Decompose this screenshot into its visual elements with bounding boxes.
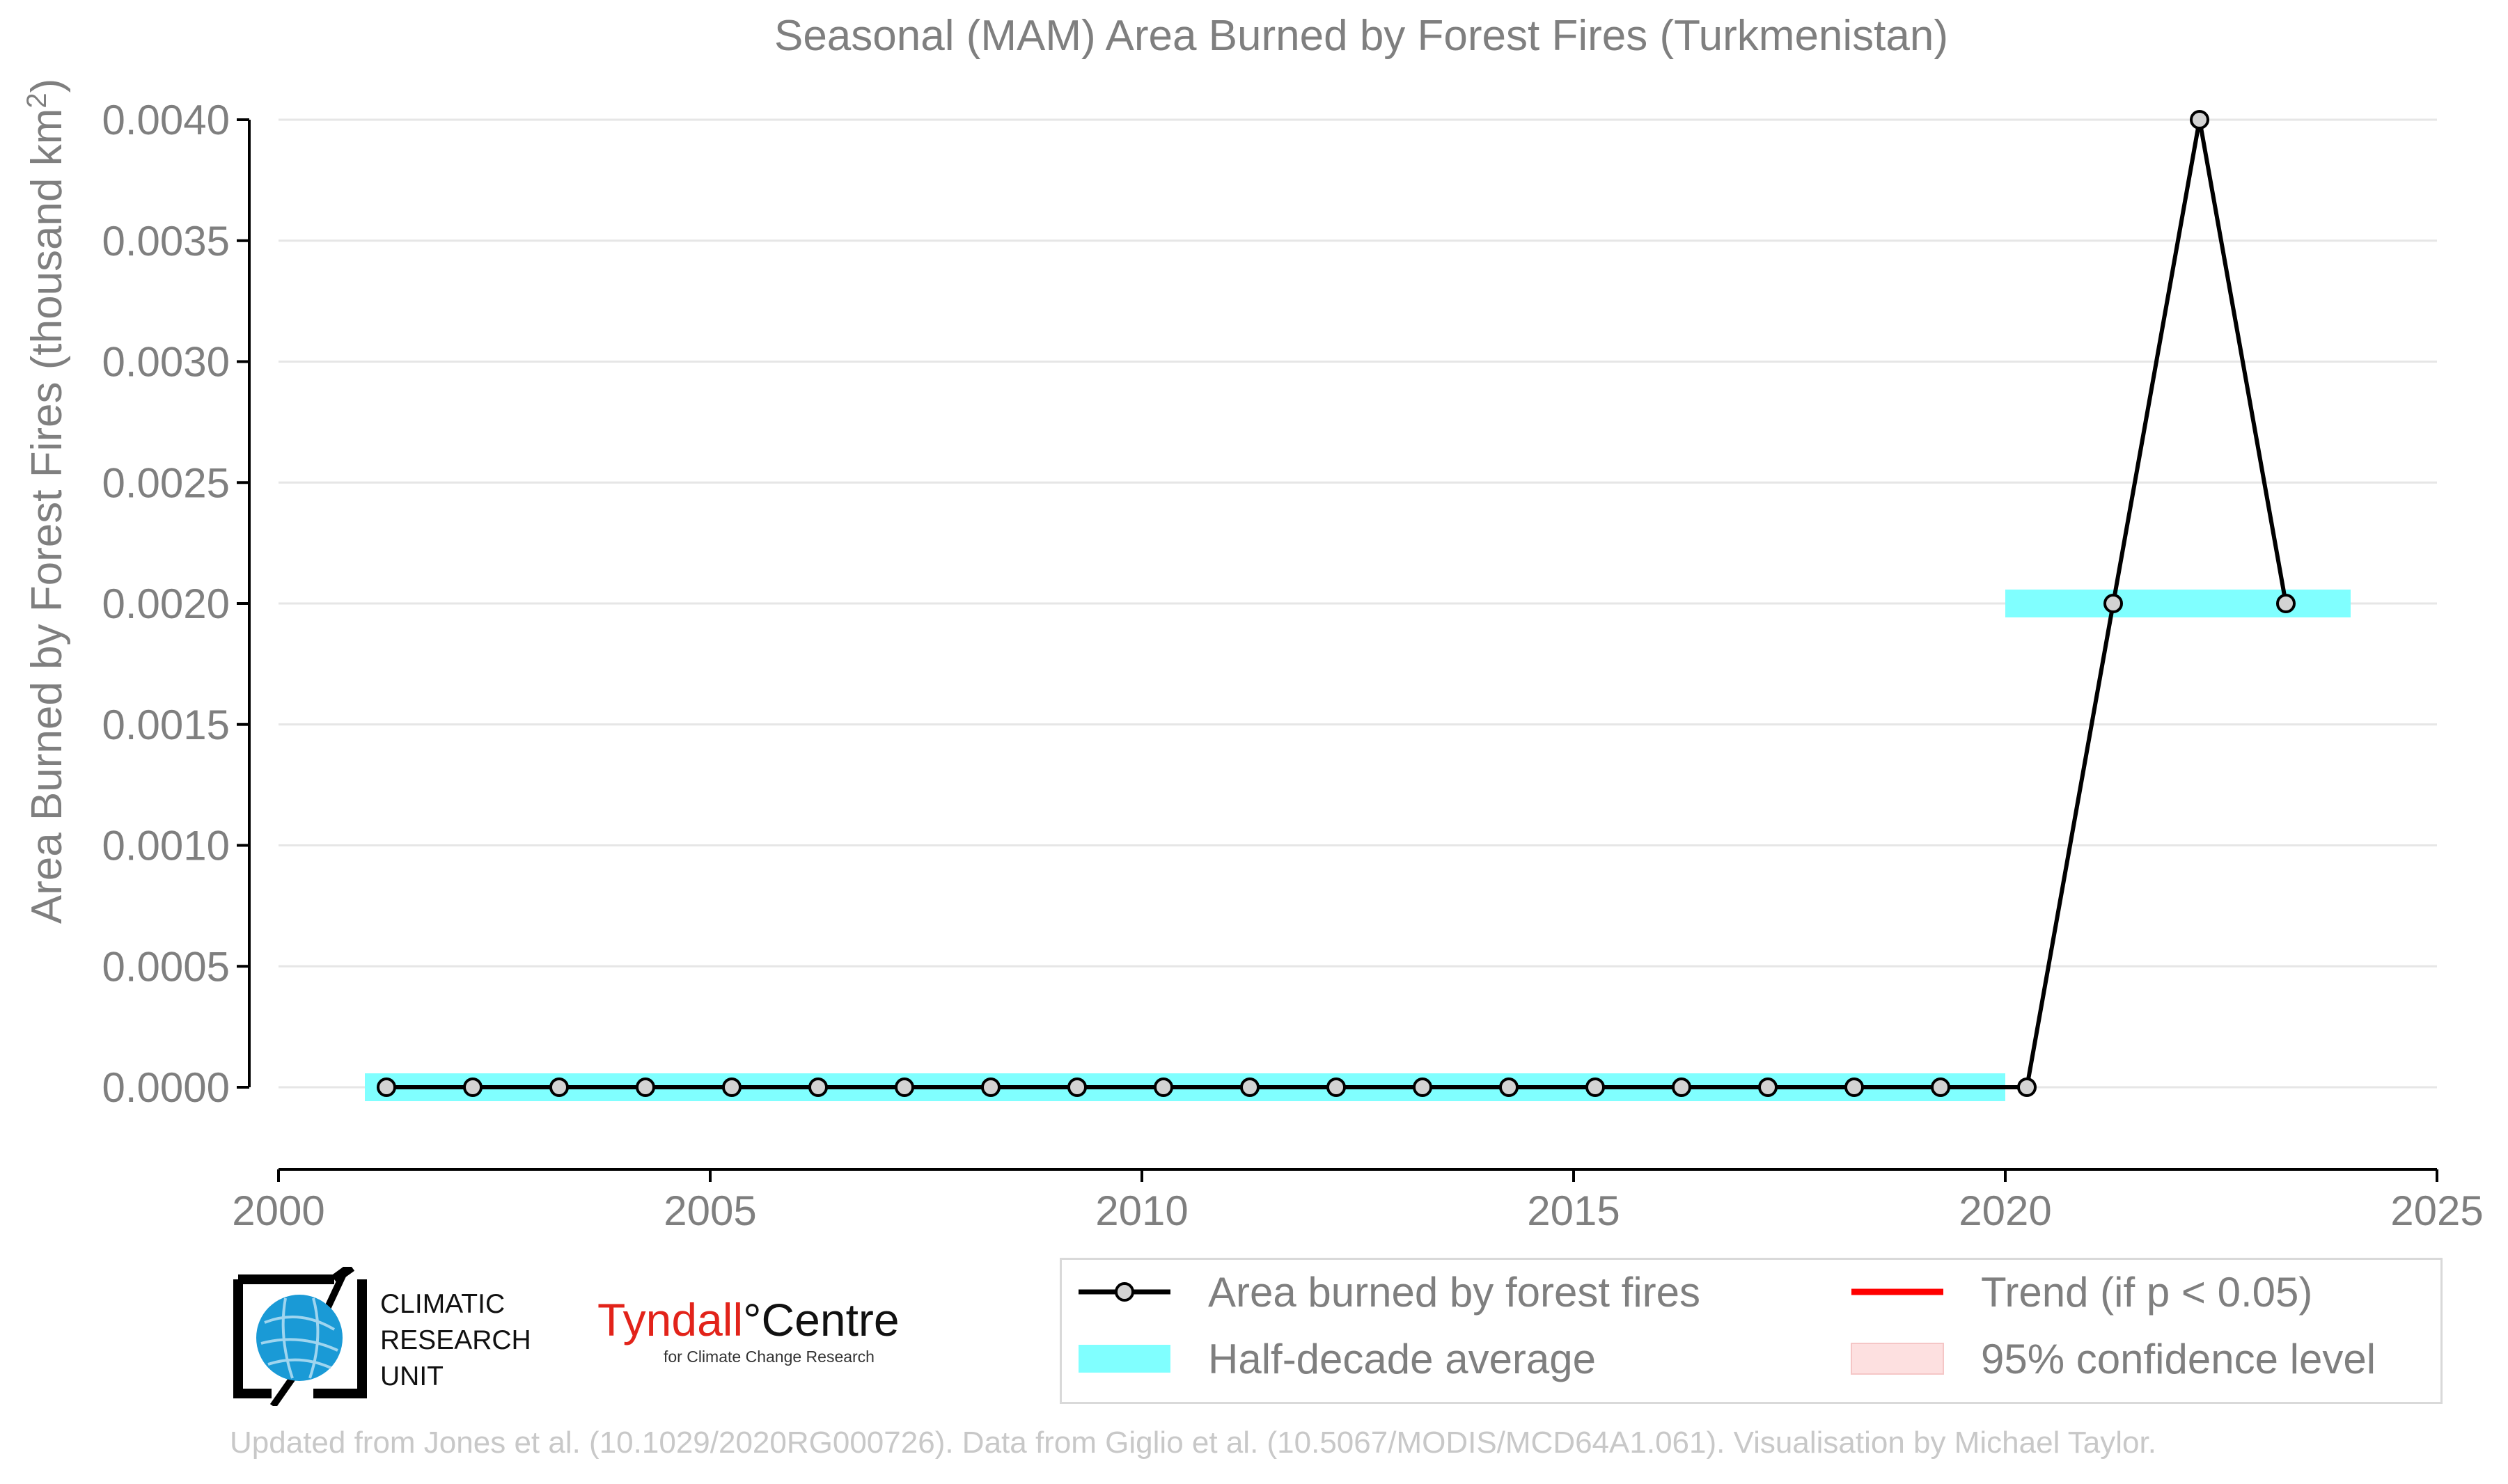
- data-point: [1499, 1078, 1519, 1097]
- data-point: [549, 1078, 569, 1097]
- data-point: [377, 1078, 396, 1097]
- data-point: [1585, 1078, 1605, 1097]
- y-axis-label-sup: 2: [22, 93, 52, 108]
- legend-item-area-burned: Area burned by forest fires: [1076, 1264, 1700, 1320]
- x-tick-label: 2015: [1527, 1187, 1620, 1234]
- half-decade-average-band: [2005, 590, 2351, 617]
- y-tick-label: 0.0015: [102, 702, 230, 748]
- y-axis-label-end: ): [23, 79, 71, 93]
- cru-logo: CLIMATIC RESEARCH UNIT: [230, 1267, 557, 1406]
- data-point: [1154, 1078, 1173, 1097]
- y-tick-label: 0.0010: [102, 823, 230, 869]
- data-point: [636, 1078, 655, 1097]
- y-axis-label-text: Area Burned by Forest Fires (thousand km: [23, 109, 71, 924]
- legend-key-band-pink: [1851, 1343, 1944, 1375]
- tyndall-logo: Tyndall°Centre for Climate Change Resear…: [597, 1293, 900, 1377]
- x-tick-label: 2010: [1095, 1187, 1188, 1234]
- data-point: [1931, 1078, 1950, 1097]
- y-tick-label: 0.0000: [102, 1064, 230, 1111]
- y-tick-label: 0.0025: [102, 459, 230, 506]
- svg-text:Area Burned by Forest Fires (t: Area Burned by Forest Fires (thousand km…: [22, 79, 71, 924]
- data-point: [2276, 594, 2296, 613]
- tyndall-logo-title: Tyndall°Centre: [597, 1293, 900, 1346]
- data-point: [1240, 1078, 1260, 1097]
- tyndall-logo-centre: °Centre: [743, 1294, 900, 1345]
- legend-label-trend: Trend (if p < 0.05): [1981, 1268, 2313, 1316]
- chart-title: Seasonal (MAM) Area Burned by Forest Fir…: [774, 12, 1948, 60]
- x-tick-label: 2020: [1959, 1187, 2051, 1234]
- globe-icon: [233, 1267, 367, 1406]
- data-point: [808, 1078, 828, 1097]
- grid: [279, 118, 2437, 1089]
- data-point: [1672, 1078, 1691, 1097]
- data-point: [722, 1078, 742, 1097]
- tyndall-logo-word: Tyndall: [597, 1294, 744, 1345]
- data-point: [1758, 1078, 1778, 1097]
- source-caption: Updated from Jones et al. (10.1029/2020R…: [230, 1426, 2156, 1460]
- legend: Area burned by forest fires Trend (if p …: [1060, 1258, 2443, 1404]
- legend-label-confidence: 95% confidence level: [1981, 1335, 2376, 1382]
- legend-item-half-decade: Half-decade average: [1076, 1331, 1596, 1387]
- cru-logo-text: CLIMATIC RESEARCH UNIT: [380, 1289, 531, 1391]
- data-point: [1326, 1078, 1346, 1097]
- tyndall-logo-subtitle: for Climate Change Research: [664, 1348, 875, 1366]
- y-axis-label: Area Burned by Forest Fires (thousand km…: [22, 79, 71, 924]
- y-tick-label: 0.0005: [102, 943, 230, 990]
- data-point: [981, 1078, 1001, 1097]
- y-tick-label: 0.0035: [102, 218, 230, 265]
- x-tick-label: 2005: [664, 1187, 756, 1234]
- series-area-burned: [377, 110, 2296, 1097]
- legend-key-trend-line: [1851, 1288, 1943, 1295]
- data-point: [895, 1078, 914, 1097]
- tick-labels: 0.0000 0.0005 0.0010 0.0015 0.0020 0.0025 0.00…: [102, 97, 2483, 1234]
- data-point: [1413, 1078, 1432, 1097]
- legend-label-half-decade: Half-decade average: [1208, 1335, 1597, 1382]
- legend-item-trend: Trend (if p < 0.05): [1849, 1264, 2312, 1320]
- x-tick-label: 2025: [2390, 1187, 2483, 1234]
- data-point: [2017, 1078, 2037, 1097]
- y-tick-label: 0.0020: [102, 581, 230, 627]
- data-point: [2103, 594, 2123, 613]
- legend-key-line-marker: [1079, 1282, 1170, 1302]
- data-point: [1844, 1078, 1864, 1097]
- legend-item-confidence: 95% confidence level: [1849, 1331, 2376, 1387]
- chart: Seasonal (MAM) Area Burned by Forest Fir…: [22, 12, 2484, 1234]
- data-point: [463, 1078, 483, 1097]
- data-point: [1067, 1078, 1087, 1097]
- legend-key-band-cyan: [1079, 1345, 1170, 1373]
- y-tick-label: 0.0040: [102, 97, 230, 143]
- axes: [237, 118, 2438, 1182]
- x-tick-label: 2000: [232, 1187, 324, 1234]
- legend-label-area-burned: Area burned by forest fires: [1208, 1268, 1701, 1316]
- data-point: [2190, 110, 2209, 129]
- y-tick-label: 0.0030: [102, 339, 230, 386]
